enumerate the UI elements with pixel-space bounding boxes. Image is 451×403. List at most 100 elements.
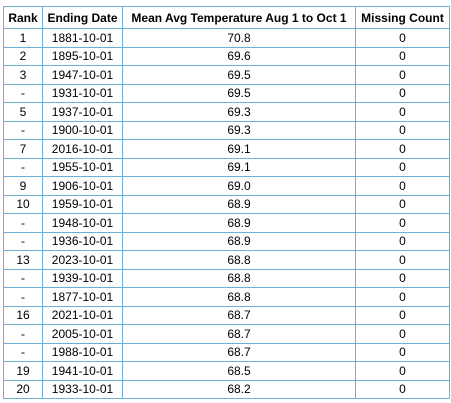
table-cell: - bbox=[3, 231, 43, 251]
table-cell: - bbox=[3, 342, 43, 362]
table-row: 5 1937-10-01 69.3 0 bbox=[3, 102, 450, 122]
table-cell: 16 bbox=[3, 305, 43, 325]
table-cell: 69.1 bbox=[122, 139, 356, 159]
table-row: 20 1933-10-01 68.2 0 bbox=[3, 379, 450, 399]
table-row: -1931-10-01 69.5 0 bbox=[3, 83, 450, 103]
table-cell: 69.3 bbox=[122, 102, 356, 122]
data-table: Rank Ending Date Mean Avg Temperature Aug … bbox=[3, 6, 450, 399]
table-cell: 2016-10-01 bbox=[42, 139, 123, 159]
table-cell: 2023-10-01 bbox=[42, 250, 123, 270]
table-row: -2005-10-01 68.7 0 bbox=[3, 324, 450, 344]
table-cell: 0 bbox=[355, 342, 450, 362]
table-cell: - bbox=[3, 324, 43, 344]
table-cell: 2 bbox=[3, 46, 43, 66]
table-cell: 0 bbox=[355, 28, 450, 48]
table-cell: 1959-10-01 bbox=[42, 194, 123, 214]
table-cell: 1955-10-01 bbox=[42, 157, 123, 177]
table-cell: 68.8 bbox=[122, 287, 356, 307]
table-row: 3 1947-10-01 69.5 0 bbox=[3, 65, 450, 85]
table-cell: 70.8 bbox=[122, 28, 356, 48]
table-cell: 68.9 bbox=[122, 213, 356, 233]
table-cell: 1947-10-01 bbox=[42, 65, 123, 85]
table-cell: 1906-10-01 bbox=[42, 176, 123, 196]
table-header: Rank Ending Date Mean Avg Temperature Aug … bbox=[3, 6, 450, 29]
table-cell: 0 bbox=[355, 213, 450, 233]
table-cell: 9 bbox=[3, 176, 43, 196]
table-cell: 5 bbox=[3, 102, 43, 122]
table-cell: 0 bbox=[355, 102, 450, 122]
table-row: 2 1895-10-01 69.6 0 bbox=[3, 46, 450, 66]
table-cell: - bbox=[3, 213, 43, 233]
table-cell: 68.8 bbox=[122, 250, 356, 270]
table-row: -1948-10-01 68.9 0 bbox=[3, 213, 450, 233]
table-row: -1939-10-01 68.8 0 bbox=[3, 268, 450, 288]
table-cell: 1933-10-01 bbox=[42, 379, 123, 399]
table-row: 13 2023-10-01 68.8 0 bbox=[3, 250, 450, 270]
table-cell: 69.5 bbox=[122, 65, 356, 85]
table-cell: 1939-10-01 bbox=[42, 268, 123, 288]
table-cell: - bbox=[3, 287, 43, 307]
table-cell: 13 bbox=[3, 250, 43, 270]
table-cell: 1937-10-01 bbox=[42, 102, 123, 122]
table-cell: 68.9 bbox=[122, 194, 356, 214]
table-cell: 0 bbox=[355, 139, 450, 159]
table-cell: 0 bbox=[355, 250, 450, 270]
header-row: Rank Ending Date Mean Avg Temperature Aug … bbox=[3, 6, 450, 29]
table-cell: 0 bbox=[355, 65, 450, 85]
table-cell: 0 bbox=[355, 379, 450, 399]
table-cell: 10 bbox=[3, 194, 43, 214]
table-cell: 0 bbox=[355, 83, 450, 103]
table-cell: 1941-10-01 bbox=[42, 361, 123, 381]
table-row: 10 1959-10-01 68.9 0 bbox=[3, 194, 450, 214]
column-header: Missing Count bbox=[355, 6, 450, 29]
table-cell: 68.5 bbox=[122, 361, 356, 381]
table-cell: 69.6 bbox=[122, 46, 356, 66]
table-cell: 69.3 bbox=[122, 120, 356, 140]
table-row: 7 2016-10-01 69.1 0 bbox=[3, 139, 450, 159]
table-cell: 68.7 bbox=[122, 342, 356, 362]
table-row: -1988-10-01 68.7 0 bbox=[3, 342, 450, 362]
table-cell: 68.8 bbox=[122, 268, 356, 288]
table-cell: 1931-10-01 bbox=[42, 83, 123, 103]
table-cell: 68.9 bbox=[122, 231, 356, 251]
table-body: 1 1881-10-01 70.8 0 2 1895-10-01 69.6 0 3 1947-10… bbox=[3, 28, 450, 399]
table-cell: 68.7 bbox=[122, 324, 356, 344]
column-header: Mean Avg Temperature Aug 1 to Oct 1 bbox=[122, 6, 356, 29]
table-row: -1900-10-01 69.3 0 bbox=[3, 120, 450, 140]
table-cell: 1 bbox=[3, 28, 43, 48]
table-cell: 0 bbox=[355, 194, 450, 214]
table-cell: - bbox=[3, 268, 43, 288]
table-cell: 1948-10-01 bbox=[42, 213, 123, 233]
table-cell: - bbox=[3, 83, 43, 103]
table-row: 9 1906-10-01 69.0 0 bbox=[3, 176, 450, 196]
table-cell: 0 bbox=[355, 157, 450, 177]
table-cell: 68.2 bbox=[122, 379, 356, 399]
table-cell: 19 bbox=[3, 361, 43, 381]
table-cell: 2005-10-01 bbox=[42, 324, 123, 344]
table-cell: 0 bbox=[355, 287, 450, 307]
table-row: -1877-10-01 68.8 0 bbox=[3, 287, 450, 307]
table-cell: 0 bbox=[355, 46, 450, 66]
table-cell: - bbox=[3, 120, 43, 140]
table-cell: 0 bbox=[355, 176, 450, 196]
table-cell: 1877-10-01 bbox=[42, 287, 123, 307]
table-cell: 0 bbox=[355, 268, 450, 288]
table-cell: 0 bbox=[355, 120, 450, 140]
table-cell: 0 bbox=[355, 361, 450, 381]
table-cell: 0 bbox=[355, 324, 450, 344]
table-cell: 7 bbox=[3, 139, 43, 159]
table-cell: 2021-10-01 bbox=[42, 305, 123, 325]
table-cell: 0 bbox=[355, 231, 450, 251]
column-header: Rank bbox=[3, 6, 43, 29]
table-row: -1936-10-01 68.9 0 bbox=[3, 231, 450, 251]
table-cell: 3 bbox=[3, 65, 43, 85]
table-cell: - bbox=[3, 157, 43, 177]
table-cell: 20 bbox=[3, 379, 43, 399]
table-cell: 1895-10-01 bbox=[42, 46, 123, 66]
table-cell: 1988-10-01 bbox=[42, 342, 123, 362]
table-cell: 1900-10-01 bbox=[42, 120, 123, 140]
table-cell: 68.7 bbox=[122, 305, 356, 325]
table-row: 1 1881-10-01 70.8 0 bbox=[3, 28, 450, 48]
table-row: 16 2021-10-01 68.7 0 bbox=[3, 305, 450, 325]
